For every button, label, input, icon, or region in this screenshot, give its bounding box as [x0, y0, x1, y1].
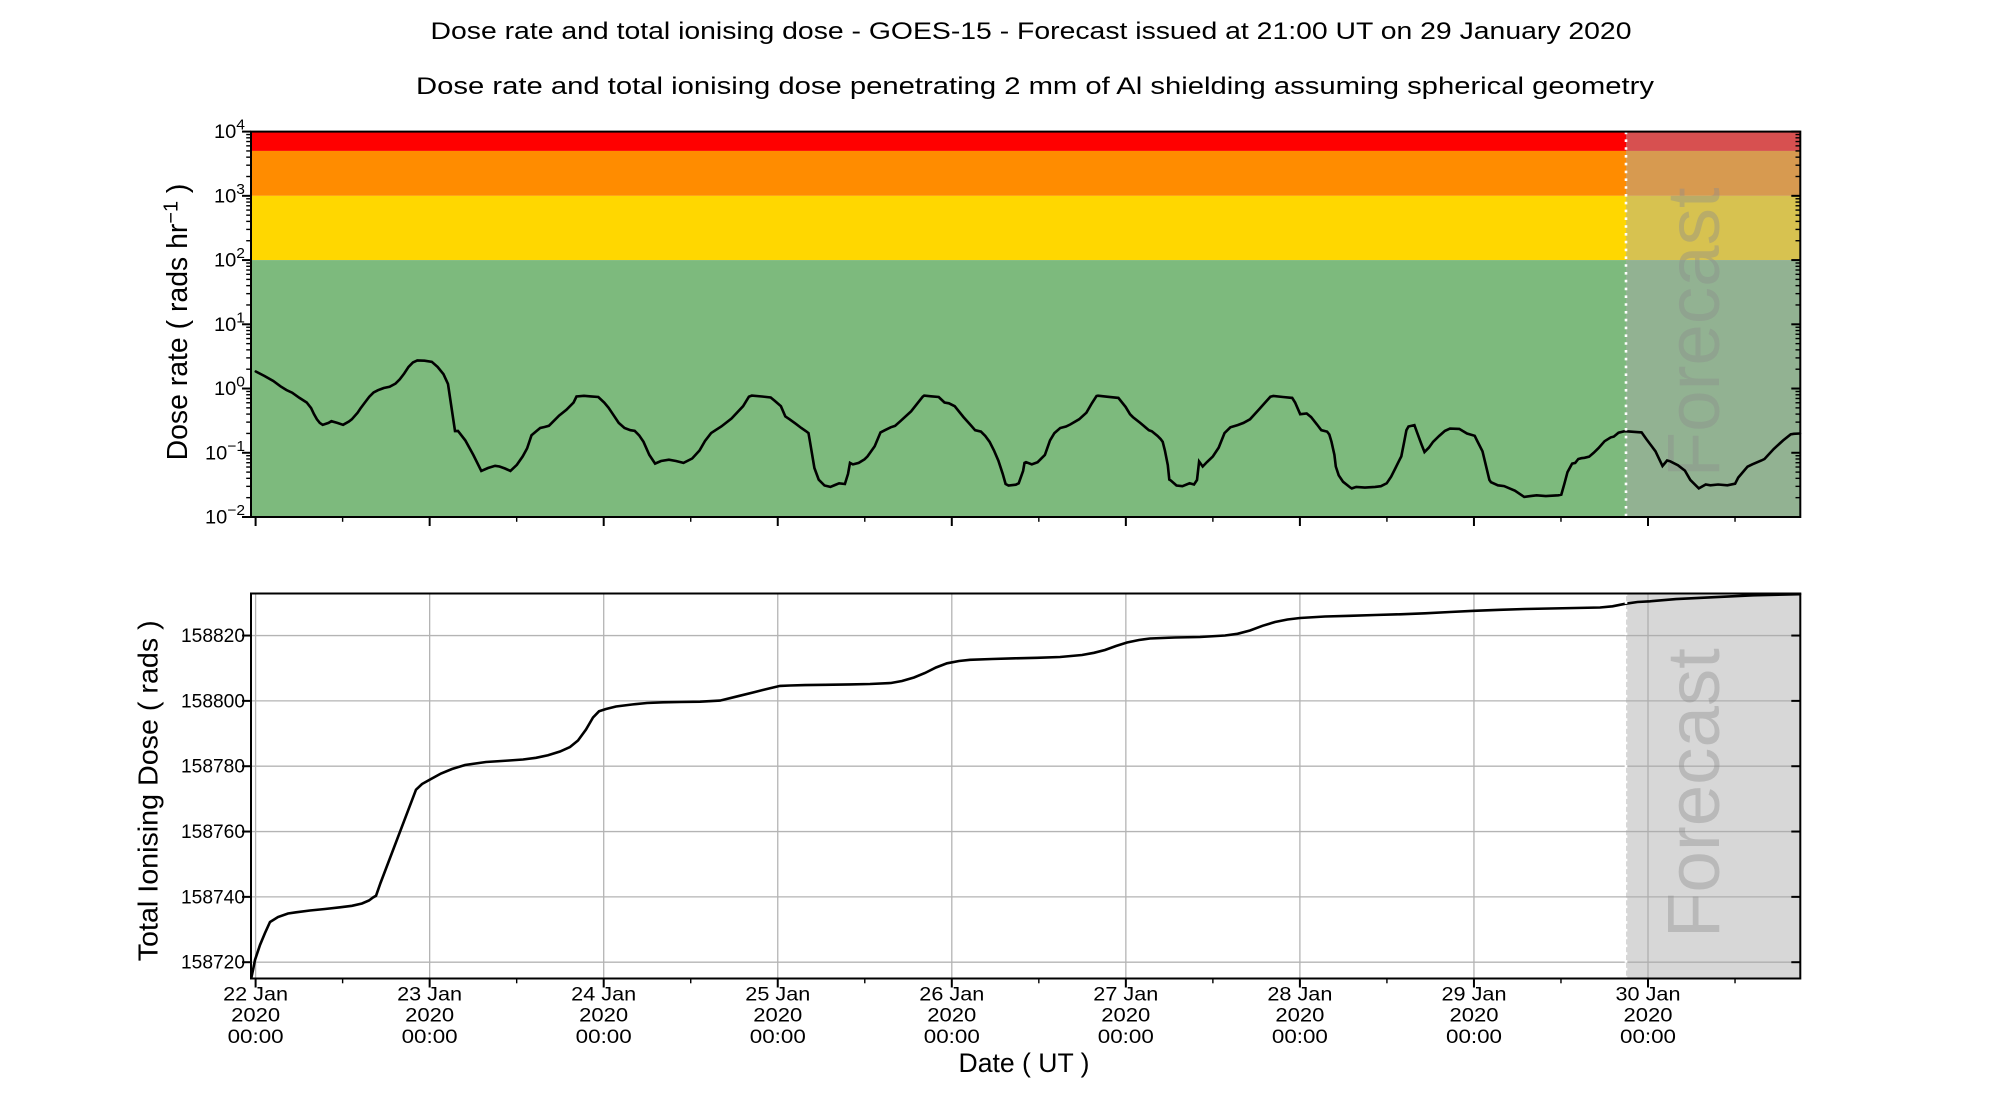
svg-text:00:00: 00:00 — [1446, 1026, 1502, 1048]
svg-text:27 Jan: 27 Jan — [1093, 984, 1158, 1006]
svg-text:Total Ionising Dose ( rads ): Total Ionising Dose ( rads ) — [132, 620, 163, 961]
svg-text:2020: 2020 — [231, 1005, 280, 1027]
svg-text:25 Jan: 25 Jan — [745, 984, 810, 1006]
svg-text:158780: 158780 — [181, 757, 245, 778]
svg-text:158760: 158760 — [181, 822, 245, 843]
svg-text:00:00: 00:00 — [228, 1026, 284, 1048]
svg-text:158800: 158800 — [181, 691, 245, 712]
svg-text:26 Jan: 26 Jan — [919, 984, 984, 1006]
svg-text:30 Jan: 30 Jan — [1616, 984, 1681, 1006]
svg-text:2020: 2020 — [405, 1005, 454, 1027]
svg-text:29 Jan: 29 Jan — [1442, 984, 1507, 1006]
svg-text:2020: 2020 — [927, 1005, 976, 1027]
svg-text:2020: 2020 — [1624, 1005, 1673, 1027]
svg-text:158820: 158820 — [181, 626, 245, 647]
svg-text:2020: 2020 — [753, 1005, 802, 1027]
svg-text:101: 101 — [214, 310, 245, 336]
svg-text:104: 104 — [214, 118, 245, 144]
svg-text:00:00: 00:00 — [576, 1026, 632, 1048]
svg-text:102: 102 — [214, 246, 245, 272]
svg-text:Dose rate ( rads hr−1 ): Dose rate ( rads hr−1 ) — [161, 184, 194, 461]
svg-text:158720: 158720 — [181, 953, 245, 974]
svg-text:Dose rate and total ionising d: Dose rate and total ionising dose penetr… — [416, 73, 1655, 100]
svg-text:00:00: 00:00 — [750, 1026, 806, 1048]
svg-text:00:00: 00:00 — [1098, 1026, 1154, 1048]
svg-text:103: 103 — [214, 182, 245, 208]
svg-text:10−2: 10−2 — [205, 503, 245, 529]
svg-text:00:00: 00:00 — [1272, 1026, 1328, 1048]
svg-text:Dose rate and total ionising d: Dose rate and total ionising dose - GOES… — [431, 18, 1632, 45]
svg-text:28 Jan: 28 Jan — [1267, 984, 1332, 1006]
svg-text:Date ( UT ): Date ( UT ) — [959, 1048, 1090, 1078]
svg-text:2020: 2020 — [1101, 1005, 1150, 1027]
svg-text:2020: 2020 — [1275, 1005, 1324, 1027]
svg-text:2020: 2020 — [1450, 1005, 1499, 1027]
svg-text:00:00: 00:00 — [1620, 1026, 1676, 1048]
svg-text:2020: 2020 — [579, 1005, 628, 1027]
svg-text:23 Jan: 23 Jan — [397, 984, 462, 1006]
svg-text:Forecast: Forecast — [1652, 648, 1735, 938]
svg-text:22 Jan: 22 Jan — [223, 984, 288, 1006]
svg-text:100: 100 — [214, 375, 245, 401]
svg-text:Forecast: Forecast — [1652, 187, 1735, 477]
svg-text:00:00: 00:00 — [924, 1026, 980, 1048]
svg-text:00:00: 00:00 — [402, 1026, 458, 1048]
svg-text:10−1: 10−1 — [205, 439, 245, 465]
svg-text:158740: 158740 — [181, 887, 245, 908]
svg-text:24 Jan: 24 Jan — [571, 984, 636, 1006]
